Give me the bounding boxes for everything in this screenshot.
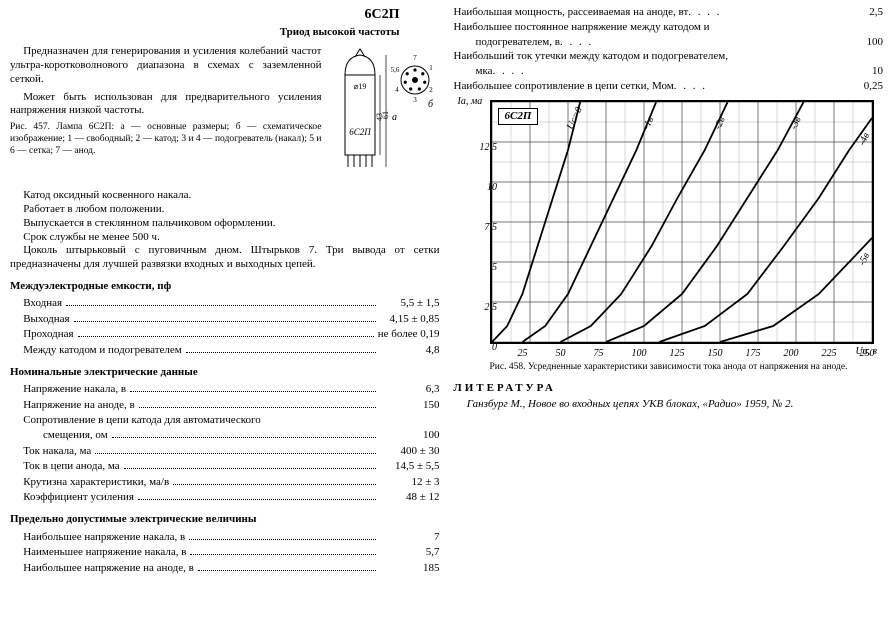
data-row: смещения, ом100 <box>10 428 440 443</box>
ytick-label: 7,5 <box>485 222 498 235</box>
max-row: Наибольшее постоянное напряжение между к… <box>454 21 884 35</box>
data-row: Наибольшее напряжение на аноде, в185 <box>10 561 440 576</box>
svg-text:5,6: 5,6 <box>390 66 399 74</box>
nom-heading: Номинальные электрические данные <box>10 366 440 380</box>
desc-p3: Выпускается в стеклянном пальчиковом офо… <box>10 217 440 231</box>
svg-text:1: 1 <box>429 64 433 72</box>
fig458-caption: Рис. 458. Усредненные характеристики зав… <box>490 362 884 374</box>
svg-text:-3в: -3в <box>788 114 804 131</box>
desc-p2: Работает в любом положении. <box>10 203 440 217</box>
xtick-label: 125 <box>670 348 685 361</box>
ytick-label: 10 <box>487 182 497 195</box>
tube-diagram: ⌀19 6С2П 43 61 а 712345,6 <box>330 45 440 185</box>
intro-p1: Предназначен для генерирования и усилени… <box>10 45 322 86</box>
literature-entry: Ганзбург М., Новое во входных цепях УКВ … <box>454 398 884 412</box>
svg-text:4: 4 <box>395 86 399 94</box>
max-row: Наибольший ток утечки между катодом и по… <box>454 50 884 64</box>
data-row: Крутизна характеристики, ма/в12 ± 3 <box>10 475 440 490</box>
data-row: Напряжение на аноде, в150 <box>10 398 440 413</box>
svg-text:-5в: -5в <box>856 250 871 267</box>
max-row: Наибольшее сопротивление в цепи сетки, М… <box>454 80 884 94</box>
xtick-label: 200 <box>784 348 799 361</box>
xtick-label: 75 <box>594 348 604 361</box>
subtitle: Триод высокой частоты <box>10 26 400 40</box>
data-row: Сопротивление в цепи катода для автомати… <box>10 414 440 428</box>
intro-text: Предназначен для генерирования и усилени… <box>10 45 322 185</box>
xtick-label: 50 <box>556 348 566 361</box>
data-row: Проходнаяне более 0,19 <box>10 328 440 343</box>
tube-h2: 61 <box>381 111 390 119</box>
desc-p1: Катод оксидный косвенного накала. <box>10 189 440 203</box>
desc-p4: Срок службы не менее 500 ч. <box>10 231 440 245</box>
ytick-label: 2,5 <box>485 302 498 315</box>
chart-y-unit: Iа, ма <box>458 96 483 109</box>
limits-list: Наибольшее напряжение накала, в7Наименьш… <box>10 530 440 576</box>
ytick-label: 0 <box>492 342 497 355</box>
data-row: Коэффициент усиления48 ± 12 <box>10 490 440 505</box>
data-row: Наибольшее напряжение накала, в7 <box>10 530 440 545</box>
tube-dia: ⌀19 <box>353 82 366 91</box>
ytick-label: 12,5 <box>480 142 498 155</box>
data-row: Наименьшее напряжение накала, в5,7 <box>10 545 440 560</box>
svg-text:-4в: -4в <box>856 130 871 147</box>
max-row: мка . . . . 10 <box>454 65 884 79</box>
ytick-label: 5 <box>492 262 497 275</box>
model-number: 6С2П <box>10 6 400 24</box>
data-row: Напряжение накала, в6,3 <box>10 382 440 397</box>
data-row: Между катодом и подогревателем4,8 <box>10 343 440 358</box>
lim-heading: Предельно допустимые электрические велич… <box>10 513 440 527</box>
literature-heading: ЛИТЕРАТУРА <box>454 382 884 396</box>
xtick-label: 250 <box>860 348 875 361</box>
svg-text:2: 2 <box>429 86 433 94</box>
xtick-label: 225 <box>822 348 837 361</box>
intro-p2: Может быть использован для предварительн… <box>10 91 322 119</box>
max-row: подогревателем, в . . . . 100 <box>454 36 884 50</box>
data-row: Входная5,5 ± 1,5 <box>10 297 440 312</box>
description: Катод оксидный косвенного накала. Работа… <box>10 189 440 272</box>
data-row: Ток в цепи анода, ма14,5 ± 5,5 <box>10 459 440 474</box>
data-row: Выходная4,15 ± 0,85 <box>10 312 440 327</box>
xtick-label: 100 <box>632 348 647 361</box>
nominal-list: Напряжение накала, в6,3Напряжение на ано… <box>10 382 440 505</box>
xtick-label: 150 <box>708 348 723 361</box>
cap-heading: Междуэлектродные емкости, пф <box>10 280 440 294</box>
diag-a: а <box>392 112 397 123</box>
max-row: Наибольшая мощность, рассеиваемая на ано… <box>454 6 884 20</box>
fig457-caption: Рис. 457. Лампа 6С2П: а — основные разме… <box>10 122 322 158</box>
chart-name: 6С2П <box>498 108 539 126</box>
data-row: Ток накала, ма400 ± 30 <box>10 444 440 459</box>
diag-b: б <box>428 99 434 110</box>
svg-text:3: 3 <box>413 96 417 104</box>
svg-text:-2в: -2в <box>712 114 728 131</box>
capacitance-list: Входная5,5 ± 1,5Выходная4,15 ± 0,85Прохо… <box>10 297 440 358</box>
max-list: Наибольшая мощность, рассеиваемая на ано… <box>454 6 884 94</box>
desc-p5: Цоколь штырьковый с пуговичным дном. Шты… <box>10 244 440 272</box>
xtick-label: 25 <box>518 348 528 361</box>
xtick-label: 175 <box>746 348 761 361</box>
tube-label: 6С2П <box>349 127 371 137</box>
svg-text:-1в: -1в <box>640 114 656 131</box>
anode-chart: 6С2П Uс=0-1в-2в-3в-4в-5в <box>490 100 874 344</box>
svg-text:7: 7 <box>413 54 417 62</box>
